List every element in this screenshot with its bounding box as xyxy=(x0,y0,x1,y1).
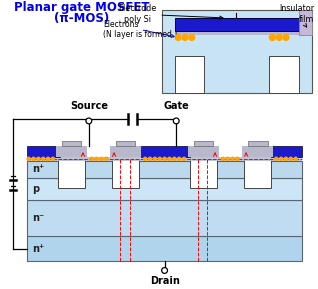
Text: Electrons
(N layer is formed.): Electrons (N layer is formed.) xyxy=(103,20,178,39)
Circle shape xyxy=(231,157,234,160)
Circle shape xyxy=(32,157,35,160)
Circle shape xyxy=(37,157,40,160)
Circle shape xyxy=(27,157,30,160)
Bar xyxy=(112,159,139,188)
Text: Gate: Gate xyxy=(163,101,189,111)
Bar xyxy=(58,159,85,188)
Text: n⁺: n⁺ xyxy=(32,244,45,254)
Text: Source: Source xyxy=(70,101,108,111)
Bar xyxy=(271,146,302,157)
Circle shape xyxy=(221,157,225,160)
Bar xyxy=(141,146,190,157)
Circle shape xyxy=(162,268,168,273)
Circle shape xyxy=(158,157,161,160)
Polygon shape xyxy=(299,10,312,36)
Circle shape xyxy=(51,157,54,160)
Text: n⁺: n⁺ xyxy=(32,164,45,175)
Bar xyxy=(269,56,299,93)
Bar xyxy=(116,141,135,146)
Bar xyxy=(27,146,60,157)
Bar xyxy=(175,18,299,31)
Circle shape xyxy=(284,157,287,160)
Circle shape xyxy=(283,34,289,40)
Circle shape xyxy=(168,157,171,160)
Bar xyxy=(62,141,81,146)
Bar xyxy=(244,159,271,188)
Circle shape xyxy=(182,34,188,40)
Circle shape xyxy=(177,157,181,160)
Circle shape xyxy=(46,157,50,160)
Circle shape xyxy=(289,157,292,160)
Bar xyxy=(162,10,312,93)
Text: Electrode
poly Si: Electrode poly Si xyxy=(118,4,223,24)
Circle shape xyxy=(90,157,93,160)
Bar xyxy=(27,178,302,200)
Circle shape xyxy=(189,34,195,40)
Bar xyxy=(194,141,213,146)
Text: Planar gate MOSFET: Planar gate MOSFET xyxy=(14,1,150,14)
Circle shape xyxy=(294,157,297,160)
Bar xyxy=(56,146,87,157)
Circle shape xyxy=(183,157,185,160)
Bar xyxy=(188,146,219,157)
Circle shape xyxy=(149,157,152,160)
Text: p: p xyxy=(32,184,40,194)
Circle shape xyxy=(86,118,92,124)
Circle shape xyxy=(236,157,239,160)
Bar xyxy=(175,56,204,93)
Bar xyxy=(248,141,267,146)
Circle shape xyxy=(173,157,176,160)
Circle shape xyxy=(226,157,229,160)
Circle shape xyxy=(275,157,278,160)
Circle shape xyxy=(95,157,98,160)
Bar xyxy=(190,159,217,188)
Bar xyxy=(27,236,302,261)
Text: Insulator
film: Insulator film xyxy=(279,4,314,27)
Text: Drain: Drain xyxy=(150,276,180,286)
Circle shape xyxy=(144,157,147,160)
Bar xyxy=(27,161,302,178)
Circle shape xyxy=(280,157,283,160)
Bar xyxy=(110,146,141,157)
Circle shape xyxy=(163,157,166,160)
Bar xyxy=(242,146,273,157)
Bar xyxy=(27,157,302,161)
Circle shape xyxy=(175,34,181,40)
Circle shape xyxy=(173,118,179,124)
Circle shape xyxy=(42,157,45,160)
Bar xyxy=(175,31,299,36)
Bar xyxy=(27,200,302,236)
Text: (π-MOS): (π-MOS) xyxy=(54,12,110,25)
Circle shape xyxy=(269,34,275,40)
Circle shape xyxy=(153,157,156,160)
Circle shape xyxy=(100,157,103,160)
Text: n⁻: n⁻ xyxy=(32,213,45,223)
Circle shape xyxy=(105,157,108,160)
Circle shape xyxy=(276,34,282,40)
